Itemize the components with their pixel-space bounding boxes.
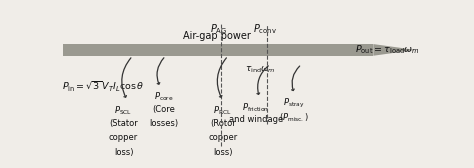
Text: $P_{\rm AG}$: $P_{\rm AG}$ [210, 22, 228, 36]
Text: copper: copper [109, 133, 138, 142]
Text: Air-gap power: Air-gap power [183, 31, 251, 41]
FancyBboxPatch shape [63, 44, 374, 56]
Text: (Rotor: (Rotor [210, 119, 236, 128]
Text: $P_{\rm in} = \sqrt{3}\, V_T I_L \cos\theta$: $P_{\rm in} = \sqrt{3}\, V_T I_L \cos\th… [62, 80, 145, 94]
Text: and windage: and windage [228, 115, 283, 124]
Text: $P_{\rm conv}$: $P_{\rm conv}$ [253, 22, 277, 36]
Text: loss): loss) [213, 148, 232, 157]
Text: loss): loss) [114, 148, 133, 157]
Text: $P_{\rm friction}$: $P_{\rm friction}$ [242, 101, 269, 114]
Text: copper: copper [208, 133, 237, 142]
Text: $P_{\rm stray}$: $P_{\rm stray}$ [283, 97, 304, 110]
Text: $P_{\rm out} = \tau_{\rm load}\omega_m$: $P_{\rm out} = \tau_{\rm load}\omega_m$ [355, 44, 419, 56]
Text: $P_{\rm core}$: $P_{\rm core}$ [154, 91, 174, 103]
Text: ($P_{\rm misc.}$): ($P_{\rm misc.}$) [279, 111, 309, 124]
Text: $P_{\rm RCL}$: $P_{\rm RCL}$ [213, 105, 232, 117]
Text: $P_{\rm SCL}$: $P_{\rm SCL}$ [114, 105, 133, 117]
Text: (Stator: (Stator [109, 119, 138, 128]
Text: $\tau_{\rm ind}\omega_m$: $\tau_{\rm ind}\omega_m$ [245, 64, 275, 75]
Text: losses): losses) [149, 119, 179, 128]
Text: (Core: (Core [153, 105, 175, 114]
Polygon shape [374, 44, 416, 56]
